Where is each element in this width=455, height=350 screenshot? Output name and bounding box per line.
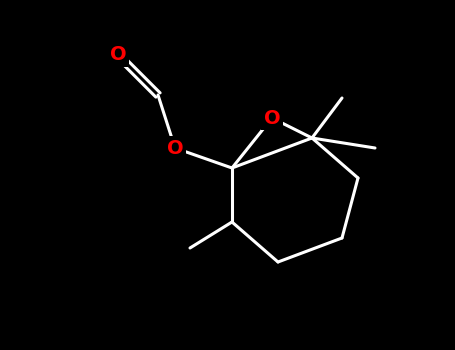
Text: O: O xyxy=(167,139,183,158)
Text: O: O xyxy=(110,46,126,64)
Text: O: O xyxy=(264,108,280,127)
